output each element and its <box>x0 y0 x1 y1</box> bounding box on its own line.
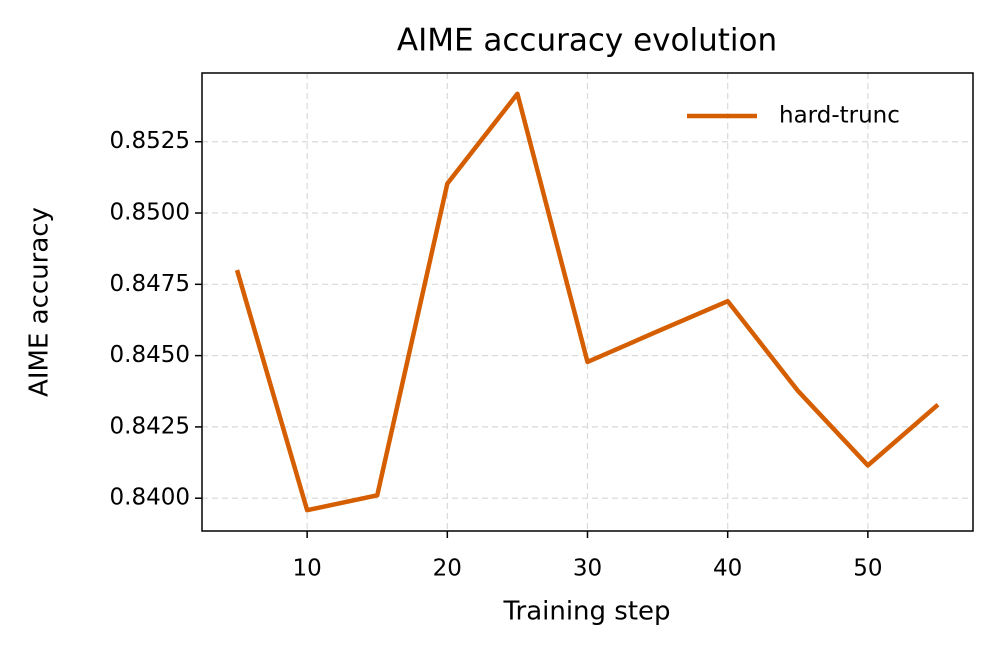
x-tick-label: 10 <box>292 556 321 582</box>
plot-frame <box>201 72 974 532</box>
legend-label: hard-trunc <box>779 103 900 129</box>
x-axis-label: Training step <box>502 597 670 627</box>
y-tick-label: 0.8525 <box>110 128 190 154</box>
x-tick-label: 40 <box>713 556 742 582</box>
x-tick-label: 20 <box>433 556 462 582</box>
y-tick-label: 0.8500 <box>110 200 190 226</box>
y-tick-label: 0.8400 <box>110 485 190 511</box>
chart-title: AIME accuracy evolution <box>397 23 777 59</box>
y-axis-label: AIME accuracy <box>25 207 55 397</box>
x-tick-label: 30 <box>573 556 602 582</box>
y-tick-label: 0.8475 <box>110 271 190 297</box>
data-line <box>234 91 940 513</box>
x-tick-label: 50 <box>853 556 882 582</box>
y-tick-label: 0.8425 <box>110 413 190 439</box>
y-tick-label: 0.8450 <box>110 342 190 368</box>
